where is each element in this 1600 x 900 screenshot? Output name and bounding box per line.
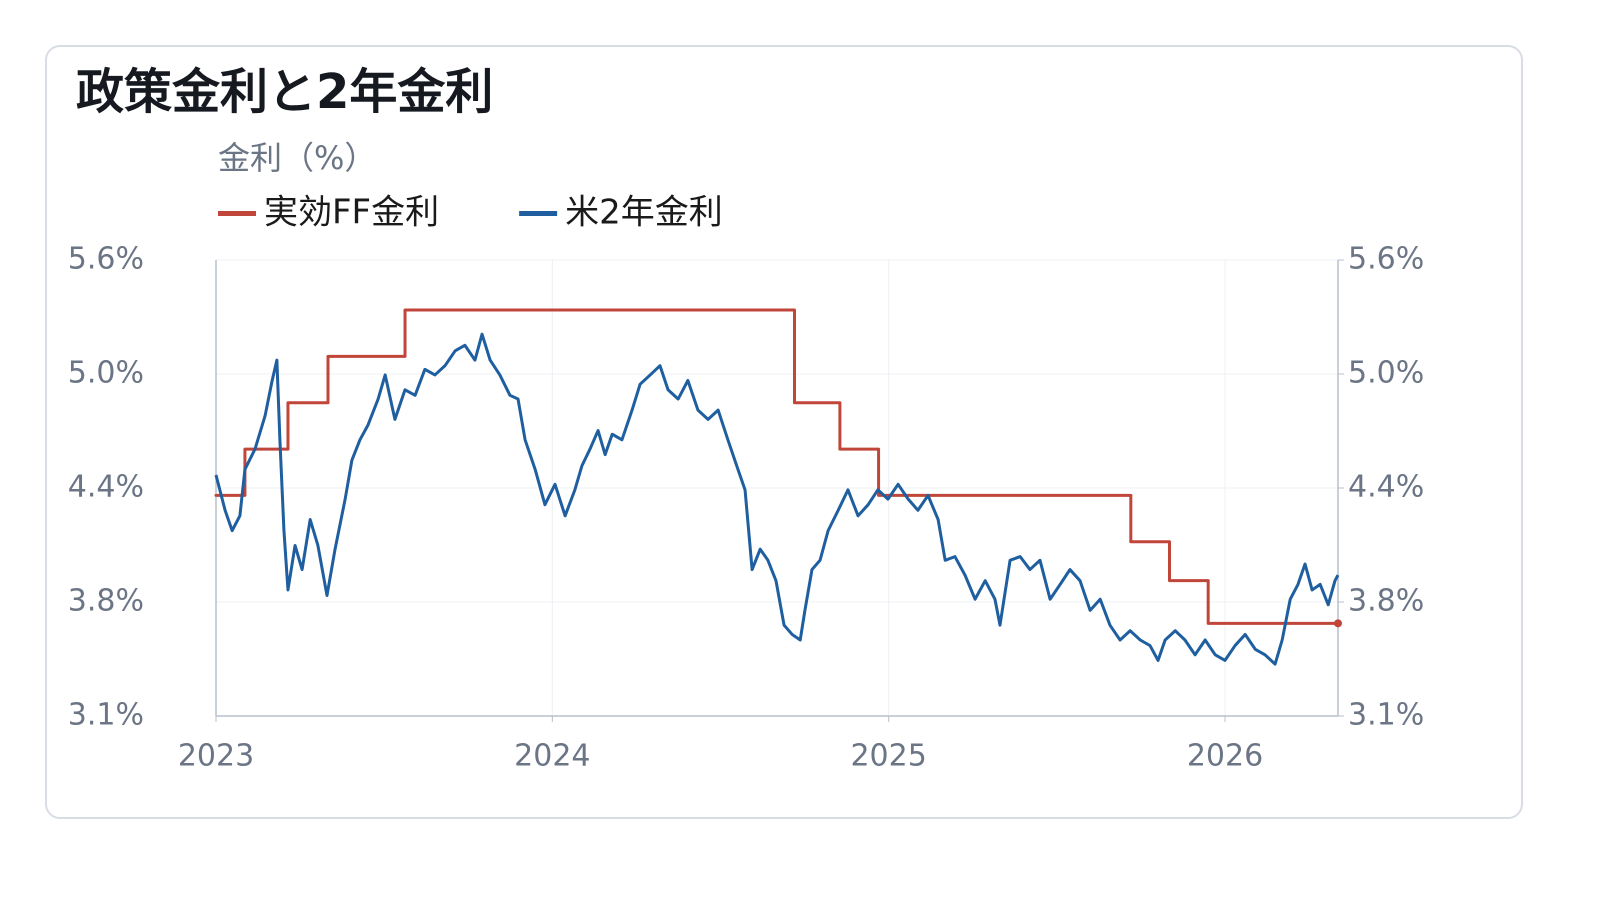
y-tick-label: 3.8% xyxy=(68,584,144,619)
card xyxy=(45,45,1523,819)
legend-swatch xyxy=(218,211,256,216)
y2-tick-label: 4.4% xyxy=(1348,470,1424,505)
y2-tick-label: 3.1% xyxy=(1348,698,1424,733)
y-tick-label: 4.4% xyxy=(68,470,144,505)
y2-tick-label: 5.6% xyxy=(1348,242,1424,277)
x-tick-label: 2024 xyxy=(514,739,590,774)
legend-label: 実効FF金利 xyxy=(264,193,439,233)
y2-tick-label: 3.8% xyxy=(1348,584,1424,619)
legend-swatch xyxy=(519,211,558,216)
y-axis-label: 金利（%） xyxy=(218,139,376,177)
chart-title: 政策金利と2年金利 xyxy=(76,64,493,120)
y-tick-label: 5.6% xyxy=(68,242,144,277)
line-series xyxy=(214,332,1340,666)
x-tick-label: 2025 xyxy=(850,739,926,774)
x-tick-label: 2026 xyxy=(1187,739,1263,774)
y-tick-label: 3.1% xyxy=(68,698,144,733)
end-marker xyxy=(1334,619,1342,628)
x-tick-label: 2023 xyxy=(178,739,254,774)
legend-label: 米2年金利 xyxy=(565,193,723,233)
y-tick-label: 5.0% xyxy=(68,356,144,391)
y2-tick-label: 5.0% xyxy=(1348,356,1424,391)
